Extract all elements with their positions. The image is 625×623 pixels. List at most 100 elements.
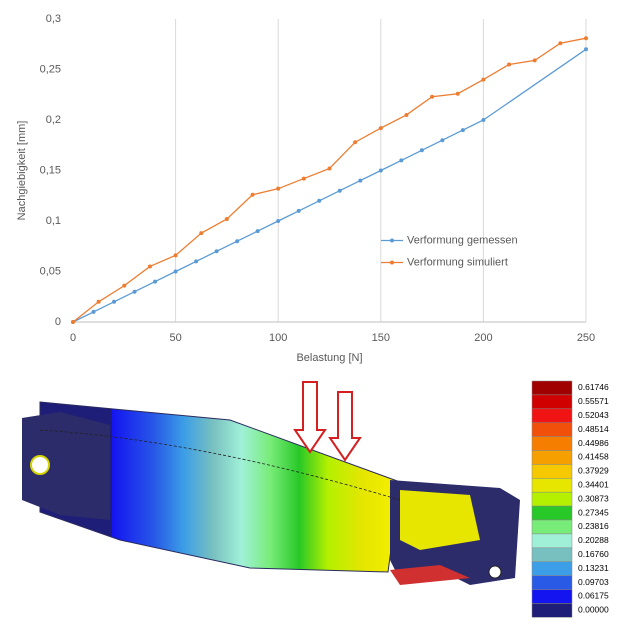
data-point bbox=[378, 168, 383, 173]
data-point bbox=[584, 36, 588, 41]
data-point bbox=[91, 309, 96, 314]
data-point bbox=[224, 216, 229, 221]
legend-value: 0.44986 bbox=[578, 438, 609, 448]
data-point bbox=[460, 128, 465, 133]
data-point bbox=[337, 188, 342, 193]
legend-value: 0.34401 bbox=[578, 480, 609, 490]
legend-color bbox=[531, 589, 573, 604]
x-tick-label: 0 bbox=[70, 332, 76, 344]
data-point bbox=[584, 47, 588, 52]
legend-value: 0.16760 bbox=[578, 549, 609, 559]
data-point bbox=[481, 118, 486, 122]
legend-color bbox=[531, 464, 573, 479]
series-line bbox=[72, 37, 587, 323]
data-point bbox=[71, 320, 75, 324]
legend-value: 0.41458 bbox=[578, 452, 609, 462]
data-point bbox=[507, 62, 512, 67]
legend-color bbox=[531, 547, 573, 562]
legend-color bbox=[531, 408, 573, 423]
data-point bbox=[122, 283, 127, 288]
data-point bbox=[276, 186, 281, 191]
data-point bbox=[276, 219, 281, 223]
legend-marker bbox=[390, 238, 394, 243]
legend-value: 0.23816 bbox=[578, 521, 609, 531]
legend-value: 0.55571 bbox=[578, 396, 609, 406]
x-tick-label: 100 bbox=[269, 332, 287, 344]
legend-value: 0.06175 bbox=[578, 591, 609, 601]
legend-color bbox=[531, 575, 573, 590]
data-point bbox=[132, 289, 137, 294]
legend-color bbox=[531, 505, 573, 521]
y-tick-label: 0,15 bbox=[40, 164, 61, 176]
legend-value: 0.27345 bbox=[578, 507, 609, 517]
data-point bbox=[481, 77, 486, 82]
x-tick-label: 150 bbox=[372, 332, 390, 344]
legend-marker bbox=[390, 260, 394, 265]
x-axis-label: Belastung [N] bbox=[296, 352, 362, 364]
data-point bbox=[430, 94, 435, 99]
legend-color bbox=[531, 533, 573, 549]
y-tick-label: 0 bbox=[55, 316, 61, 328]
data-point bbox=[96, 299, 101, 304]
legend-color bbox=[531, 561, 573, 576]
legend-value: 0.00000 bbox=[578, 605, 609, 615]
data-point bbox=[153, 279, 158, 284]
legend-color bbox=[531, 519, 573, 535]
legend-value: 0.61746 bbox=[578, 382, 609, 392]
data-point bbox=[404, 112, 409, 117]
data-point bbox=[399, 158, 404, 163]
data-point bbox=[419, 148, 424, 153]
data-point bbox=[199, 231, 204, 236]
y-tick-label: 0,1 bbox=[46, 215, 61, 227]
x-tick-label: 50 bbox=[169, 332, 181, 344]
data-point bbox=[353, 140, 358, 145]
data-point bbox=[558, 41, 563, 46]
legend-color bbox=[531, 478, 573, 493]
data-point bbox=[173, 269, 178, 274]
legend-label: Verformung simuliert bbox=[407, 256, 508, 268]
data-point bbox=[112, 299, 117, 304]
data-point bbox=[378, 126, 383, 131]
legend-color bbox=[531, 394, 573, 410]
data-point bbox=[255, 229, 260, 234]
legend-color bbox=[531, 436, 573, 451]
data-point bbox=[440, 138, 445, 143]
data-point bbox=[455, 91, 460, 96]
legend-value: 0.30873 bbox=[578, 493, 609, 503]
y-tick-label: 0,25 bbox=[40, 63, 61, 75]
fea-model bbox=[22, 381, 520, 585]
legend-value: 0.20288 bbox=[578, 535, 609, 545]
data-point bbox=[327, 166, 332, 171]
data-point bbox=[532, 58, 537, 63]
y-tick-label: 0,2 bbox=[46, 114, 61, 126]
data-point bbox=[301, 176, 306, 181]
legend-value: 0.52043 bbox=[578, 410, 609, 420]
y-tick-label: 0,05 bbox=[40, 265, 61, 277]
legend-color bbox=[531, 450, 573, 465]
legend-value: 0.13231 bbox=[578, 563, 609, 573]
legend-label: Verformung gemessen bbox=[407, 234, 518, 246]
legend-value: 0.09703 bbox=[578, 577, 609, 587]
y-axis-label: Nachgiebigkeit [mm] bbox=[16, 121, 28, 221]
data-point bbox=[296, 208, 301, 213]
legend-color bbox=[531, 603, 573, 618]
legend-value: 0.37929 bbox=[578, 466, 609, 476]
fea-legend: 0.61746 0.55571 0.52043 0.48514 0.44986 0.414… bbox=[531, 380, 609, 618]
data-point bbox=[358, 178, 363, 183]
data-point bbox=[250, 192, 255, 197]
legend-color bbox=[531, 380, 573, 396]
x-tick-label: 250 bbox=[577, 332, 595, 344]
data-point bbox=[194, 259, 199, 264]
legend-value: 0.48514 bbox=[578, 424, 609, 434]
series-line bbox=[72, 48, 587, 323]
legend-color bbox=[531, 491, 573, 507]
data-point bbox=[317, 198, 322, 203]
x-tick-label: 200 bbox=[474, 332, 492, 344]
y-tick-label: 0,3 bbox=[46, 13, 61, 25]
legend-color bbox=[531, 422, 573, 437]
data-point bbox=[214, 249, 219, 254]
data-point bbox=[235, 239, 240, 244]
data-point bbox=[173, 253, 178, 258]
